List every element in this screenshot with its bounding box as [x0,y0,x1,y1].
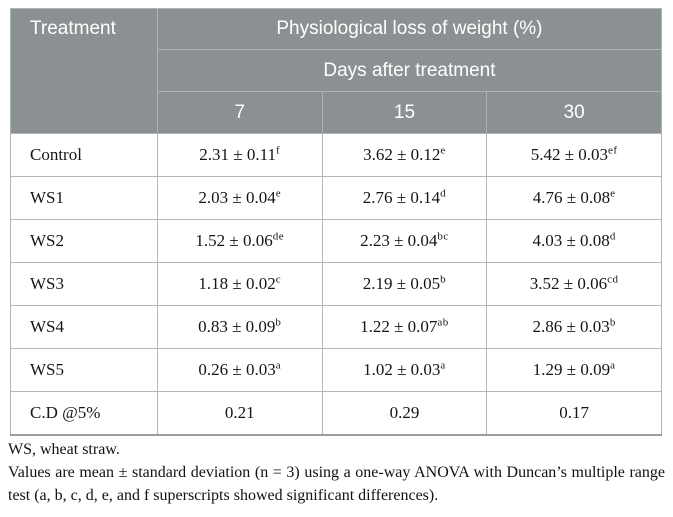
header-day-30: 30 [486,91,662,134]
value-cell: 1.52 ± 0.06de [156,219,323,263]
treatment-cell: WS5 [10,348,158,392]
value-cell: 5.42 ± 0.03ef [486,133,662,177]
header-row-days: 7 15 30 [11,91,662,134]
significance-superscript: a [275,359,282,372]
physiological-loss-table: Treatment Physiological loss of weight (… [10,8,663,436]
mean-sd-value: 1.02 ± 0.03 [363,360,441,379]
value-cell: 3.62 ± 0.12e [321,133,488,177]
treatment-cell: WS3 [10,262,158,306]
significance-superscript: ef [608,144,618,157]
value-cell: 2.86 ± 0.03b [486,305,662,349]
value-cell: 0.17 [486,391,662,436]
header-row-subtitle: Days after treatment [11,49,663,92]
header-subtitle: Days after treatment [156,49,663,92]
mean-sd-value: 2.76 ± 0.14 [362,188,441,207]
mean-sd-value: 2.23 ± 0.04 [360,231,438,250]
treatment-cell: Control [10,133,158,177]
table-row-ws4: WS4 0.83 ± 0.09b 1.22 ± 0.07ab 2.86 ± 0.… [10,305,662,349]
significance-superscript: b [609,316,616,329]
table-row-ws5: WS5 0.26 ± 0.03a 1.02 ± 0.03a 1.29 ± 0.0… [10,348,662,392]
significance-superscript: bc [437,230,449,243]
mean-sd-value: 3.62 ± 0.12 [363,145,441,164]
table-row-ws1: WS1 2.03 ± 0.04e 2.76 ± 0.14d 4.76 ± 0.0… [10,176,662,220]
treatment-cell: C.D @5% [10,391,158,436]
significance-superscript: e [440,144,446,157]
value-cell: 3.52 ± 0.06cd [486,262,662,306]
treatment-cell: WS1 [10,176,158,220]
header-day-7: 7 [156,91,323,134]
value-cell: 2.19 ± 0.05b [321,262,488,306]
significance-superscript: b [440,273,447,286]
mean-sd-value: 2.19 ± 0.05 [362,274,441,293]
significance-superscript: d [609,230,616,243]
mean-sd-value: 1.52 ± 0.06 [195,231,273,250]
mean-sd-value: 2.31 ± 0.11 [199,145,276,164]
value-cell: 4.76 ± 0.08e [486,176,662,220]
mean-sd-value: 5.42 ± 0.03 [530,145,609,164]
cd-value: 0.29 [389,403,420,422]
value-cell: 0.29 [321,391,488,436]
value-cell: 2.76 ± 0.14d [321,176,488,220]
value-cell: 1.02 ± 0.03a [321,348,488,392]
significance-superscript: f [276,144,281,157]
value-cell: 0.83 ± 0.09b [156,305,323,349]
header-main-title: Physiological loss of weight (%) [156,8,663,50]
mean-sd-value: 4.76 ± 0.08 [532,188,611,207]
mean-sd-value: 1.18 ± 0.02 [198,274,276,293]
mean-sd-value: 3.52 ± 0.06 [529,274,608,293]
value-cell: 0.26 ± 0.03a [156,348,323,392]
significance-superscript: b [275,316,282,329]
table-footnotes: WS, wheat straw. Values are mean ± stand… [8,438,665,507]
table-row-cd: C.D @5% 0.21 0.29 0.17 [10,391,662,436]
mean-sd-value: 0.83 ± 0.09 [198,317,276,336]
table-body: Control 2.31 ± 0.11f 3.62 ± 0.12e 5.42 ±… [10,133,662,436]
mean-sd-value: 1.22 ± 0.07 [360,317,438,336]
footnote-abbreviation: WS, wheat straw. [8,441,120,458]
mean-sd-value: 4.03 ± 0.08 [532,231,610,250]
significance-superscript: de [272,230,285,243]
value-cell: 1.18 ± 0.02c [156,262,323,306]
header-treatment: Treatment [10,8,158,134]
mean-sd-value: 2.86 ± 0.03 [532,317,610,336]
value-cell: 4.03 ± 0.08d [486,219,662,263]
header-day-15: 15 [321,91,488,134]
significance-superscript: a [610,359,616,372]
significance-superscript: e [610,187,616,200]
treatment-cell: WS4 [10,305,158,349]
value-cell: 2.03 ± 0.04e [156,176,323,220]
significance-superscript: ab [437,316,449,329]
mean-sd-value: 1.29 ± 0.09 [532,360,611,379]
mean-sd-value: 2.03 ± 0.04 [198,188,276,207]
header-row-title: Treatment Physiological loss of weight (… [10,8,663,134]
significance-superscript: cd [607,273,619,286]
significance-superscript: a [440,359,446,372]
cd-value: 0.17 [559,403,590,422]
table-row-ws2: WS2 1.52 ± 0.06de 2.23 ± 0.04bc 4.03 ± 0… [10,219,662,263]
significance-superscript: c [275,273,282,286]
table-row-control: Control 2.31 ± 0.11f 3.62 ± 0.12e 5.42 ±… [10,133,662,177]
value-cell: 0.21 [156,391,323,436]
significance-superscript: e [275,187,282,200]
table-row-ws3: WS3 1.18 ± 0.02c 2.19 ± 0.05b 3.52 ± 0.0… [10,262,662,306]
table-header: Treatment Physiological loss of weight (… [10,8,663,134]
footnote-statistics: Values are mean ± standard deviation (n … [8,464,665,504]
value-cell: 2.23 ± 0.04bc [321,219,488,263]
significance-superscript: d [440,187,447,200]
value-cell: 1.29 ± 0.09a [486,348,662,392]
cd-value: 0.21 [224,403,255,422]
value-cell: 1.22 ± 0.07ab [321,305,488,349]
value-cell: 2.31 ± 0.11f [156,133,323,177]
treatment-cell: WS2 [10,219,158,263]
mean-sd-value: 0.26 ± 0.03 [198,360,276,379]
